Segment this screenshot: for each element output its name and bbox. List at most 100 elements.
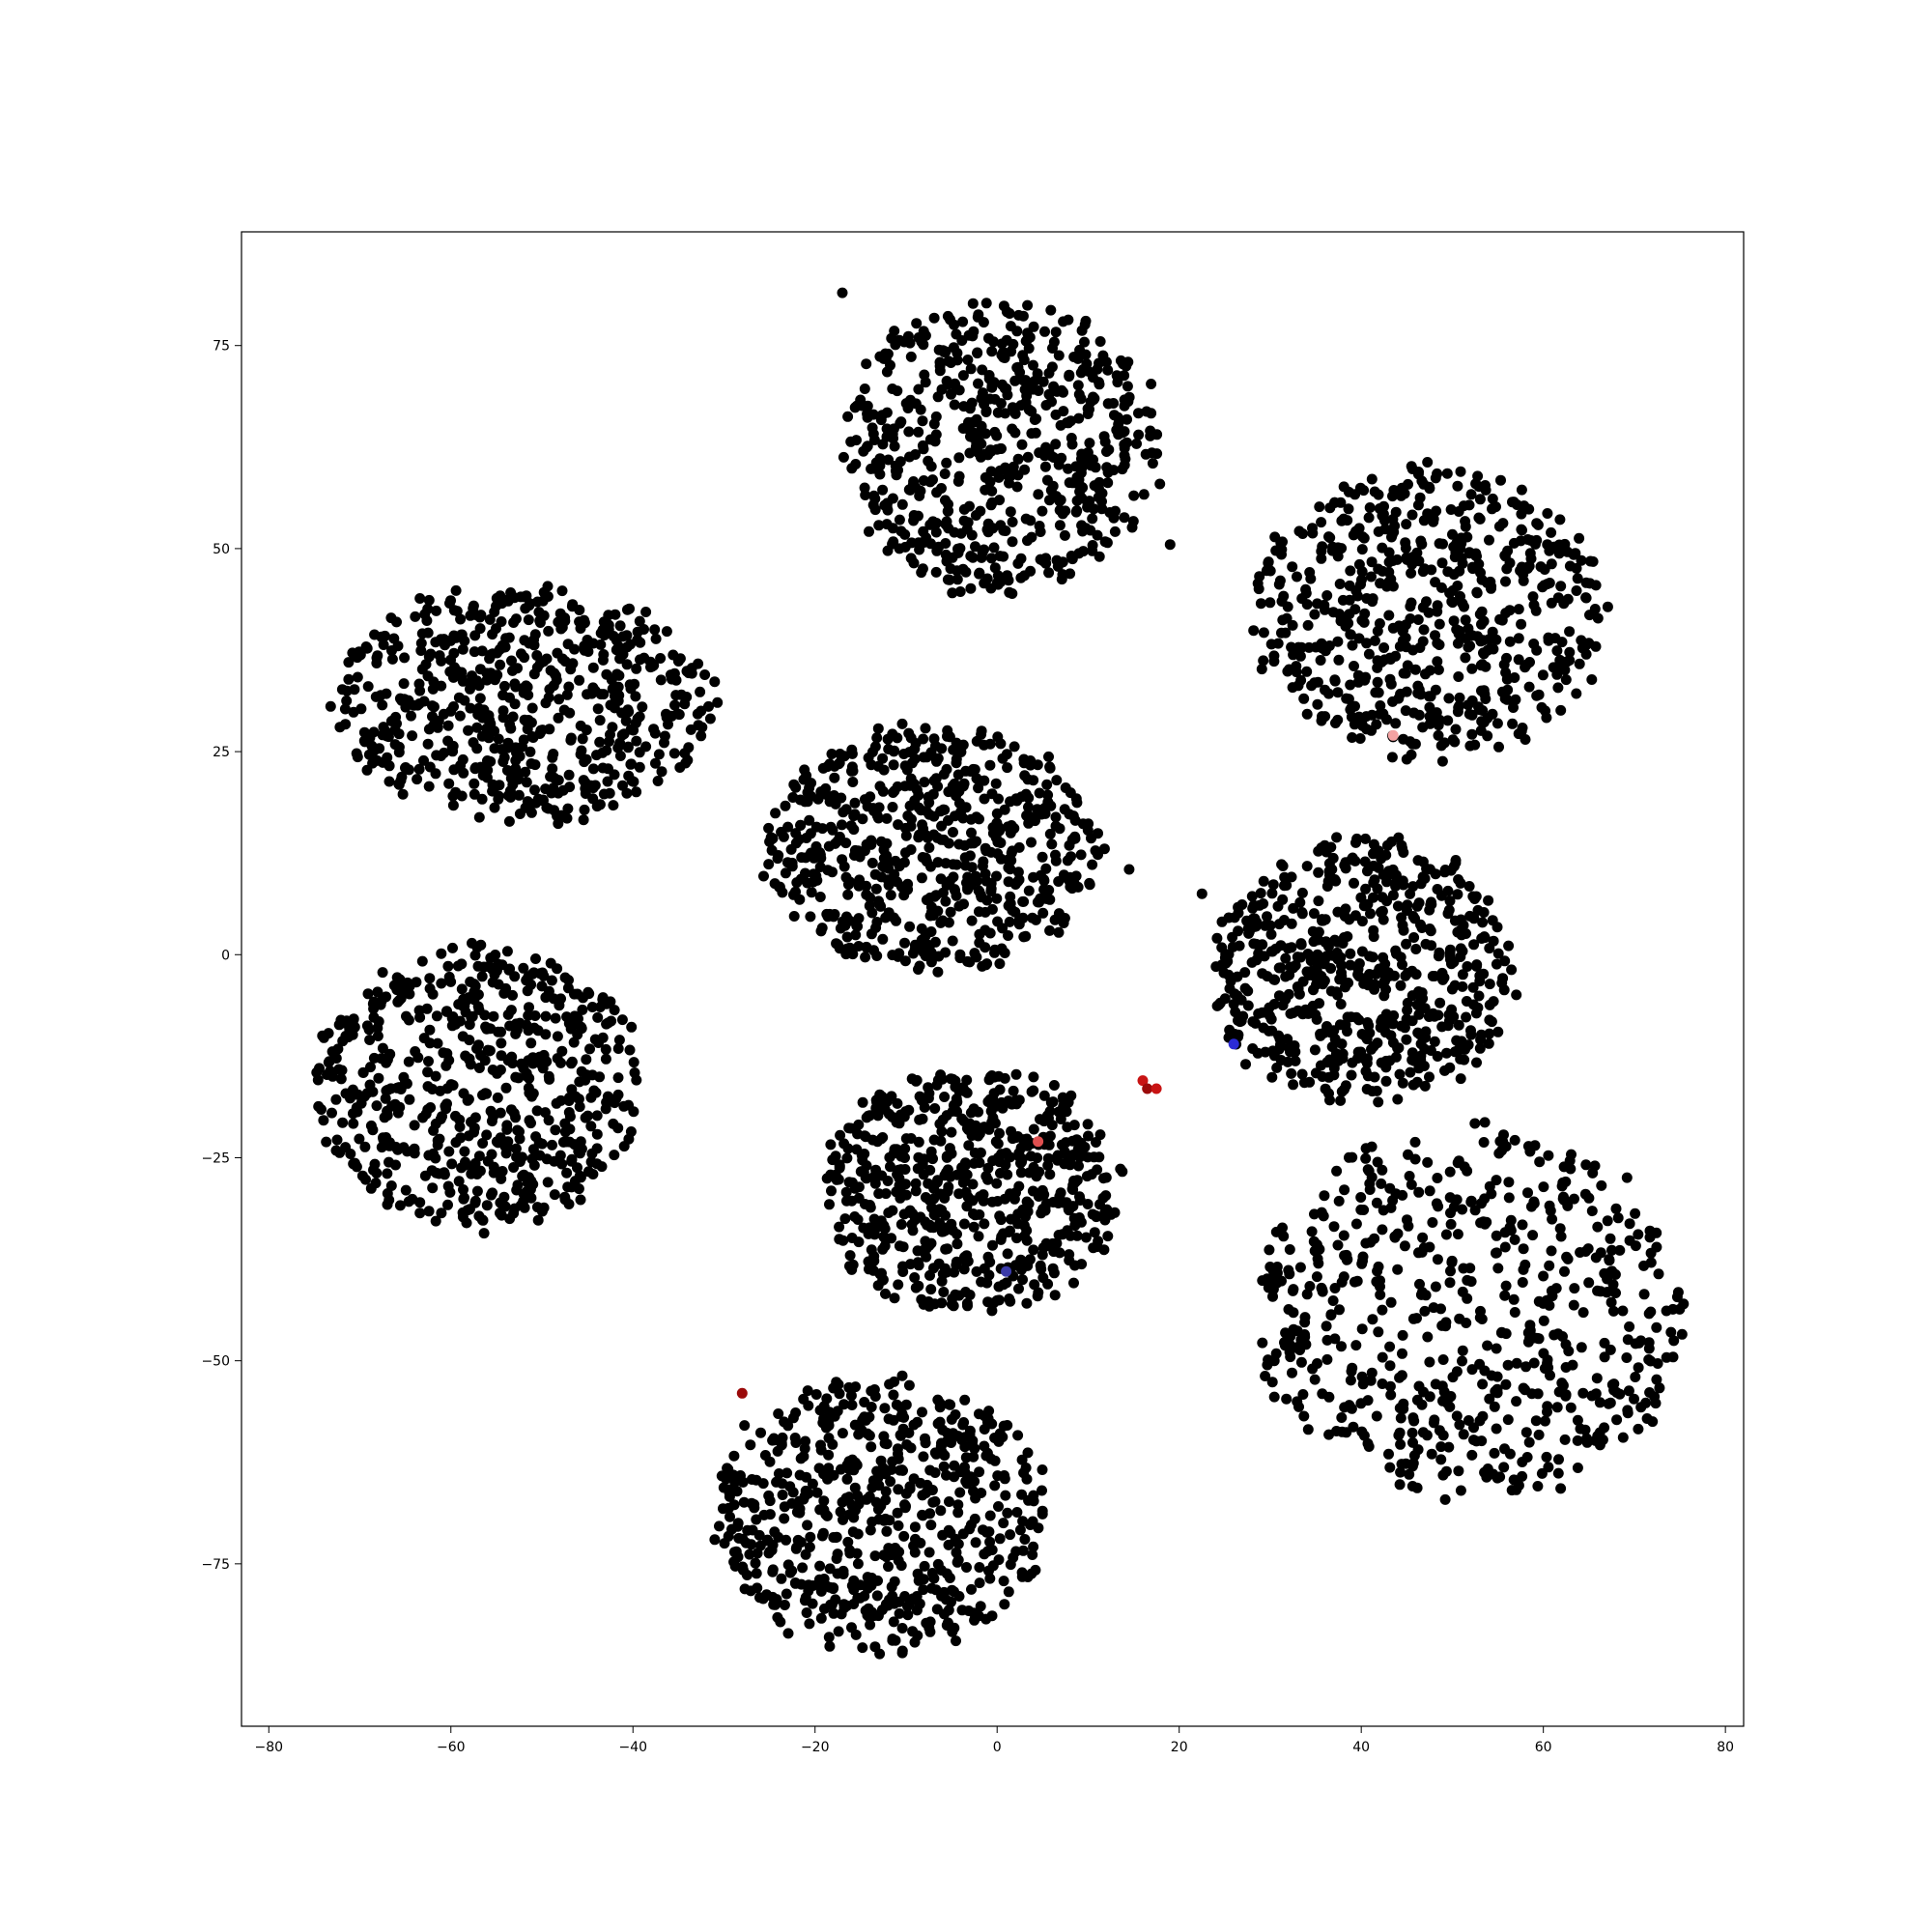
cluster-4-point [986,788,998,800]
cluster-3-point [522,717,533,728]
cluster-6-point [441,1006,452,1017]
cluster-3-point [449,662,460,673]
cluster-3-point [503,815,515,827]
cluster-6-point [392,1144,404,1155]
cluster-5-point [1452,1044,1463,1056]
cluster-1-point [1056,384,1067,396]
cluster-8-point [1445,1218,1457,1230]
cluster-5-point [1267,879,1279,891]
cluster-3-point [580,782,591,794]
cluster-7-point [1102,1231,1114,1242]
cluster-5-point [1424,1071,1435,1083]
cluster-1-point [1066,554,1078,565]
cluster-5-point [1391,876,1403,888]
cluster-2-point [1562,546,1574,557]
cluster-5-point [1390,1051,1402,1063]
cluster-7-point [1064,1249,1075,1261]
cluster-3-point [625,639,636,650]
cluster-8-point [1640,1397,1652,1408]
cluster-3-point [613,669,625,681]
cluster-6-point [600,1053,611,1065]
cluster-6-point [443,1146,455,1157]
cluster-7-point [1083,1130,1094,1142]
cluster-6-point [606,1015,617,1027]
cluster-8-point [1478,1137,1490,1148]
cluster-2-point [1287,561,1298,573]
cluster-5-point [1360,833,1371,844]
cluster-8-point [1542,1406,1552,1418]
cluster-1-point [1009,375,1021,386]
cluster-3-point [374,743,385,754]
cluster-7-point [1002,1248,1013,1260]
cluster-7-point [1058,1197,1069,1208]
cluster-7-point [904,1205,916,1216]
cluster-5-point [1220,957,1232,969]
cluster-3-point [393,747,405,758]
cluster-4-point [866,838,877,850]
cluster-4-point [758,870,769,882]
cluster-3-point [591,750,602,761]
cluster-8-point [1439,1493,1451,1505]
cluster-5-point [1450,857,1462,868]
cluster-5-point [1455,1053,1466,1065]
cluster-5-point [1211,1000,1223,1011]
cluster-8-point [1435,1441,1447,1453]
cluster-2-point [1288,649,1299,661]
cluster-8-point [1415,1289,1427,1300]
cluster-3-point [510,754,522,766]
cluster-4-point [1058,869,1069,881]
cluster-5-point [1469,894,1481,904]
cluster-2-point [1373,489,1384,500]
cluster-8-point [1572,1414,1583,1426]
cluster-5-point [1402,899,1413,911]
cluster-6-point [497,1201,509,1211]
cluster-1-point [1101,537,1113,549]
cluster-4-point [770,808,781,819]
cluster-1-point [1033,489,1044,500]
cluster-6-point [364,1035,376,1045]
cluster-4-point [1028,775,1039,786]
cluster-6-point [427,1182,439,1194]
cluster-3-point [416,628,428,639]
cluster-4-point [979,793,990,805]
cluster-6-point [418,1033,430,1044]
cluster-6-point [368,1164,379,1176]
cluster-4-point [955,747,967,757]
cluster-7-point [869,1178,881,1189]
cluster-8-point [1661,1305,1672,1317]
cluster-3-point [325,700,336,712]
cluster-7-point [1046,1120,1058,1131]
cluster-8-point [1650,1398,1662,1409]
cluster-3-point [471,722,483,733]
cluster-1-point [894,514,905,526]
cluster-1-point [1071,495,1083,506]
cluster-7-point [1032,1291,1043,1302]
cluster-9-point [984,1536,996,1548]
cluster-4-point [995,853,1007,865]
cluster-5-point [1415,1038,1427,1050]
cluster-1-point [923,455,934,467]
cluster-4-point [918,733,929,745]
cluster-5-point [1317,1071,1328,1082]
cluster-3-point [544,684,555,696]
cluster-1-point [972,347,983,358]
cluster-6-point [510,1143,522,1154]
cluster-4-point [922,832,933,843]
cluster-4-point [814,847,826,859]
cluster-8-point [1630,1240,1641,1252]
cluster-6-point [522,985,533,997]
cluster-8-point [1389,1232,1401,1243]
cluster-3-point [681,692,693,702]
cluster-4-point [1038,884,1050,895]
cluster-5-point [1380,1075,1392,1087]
cluster-5-point [1320,936,1331,948]
cluster-5-point [1410,944,1422,954]
cluster-2-point [1403,478,1413,490]
cluster-3-point [502,790,514,801]
cluster-6-point [436,1208,447,1219]
cluster-5-point [1248,938,1260,950]
cluster-5-point [1211,932,1223,944]
cluster-2-point [1466,630,1478,641]
cluster-8-point [1321,1334,1333,1346]
cluster-7-point [914,1091,925,1102]
